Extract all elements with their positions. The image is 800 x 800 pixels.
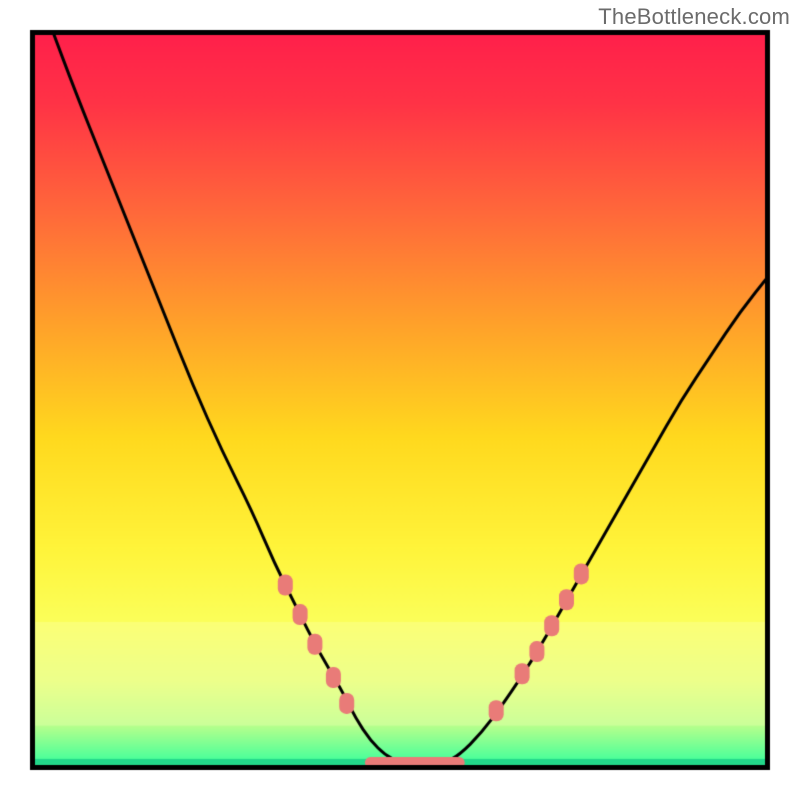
bottleneck-curve-chart: [0, 0, 800, 800]
watermark-text: TheBottleneck.com: [598, 4, 790, 30]
